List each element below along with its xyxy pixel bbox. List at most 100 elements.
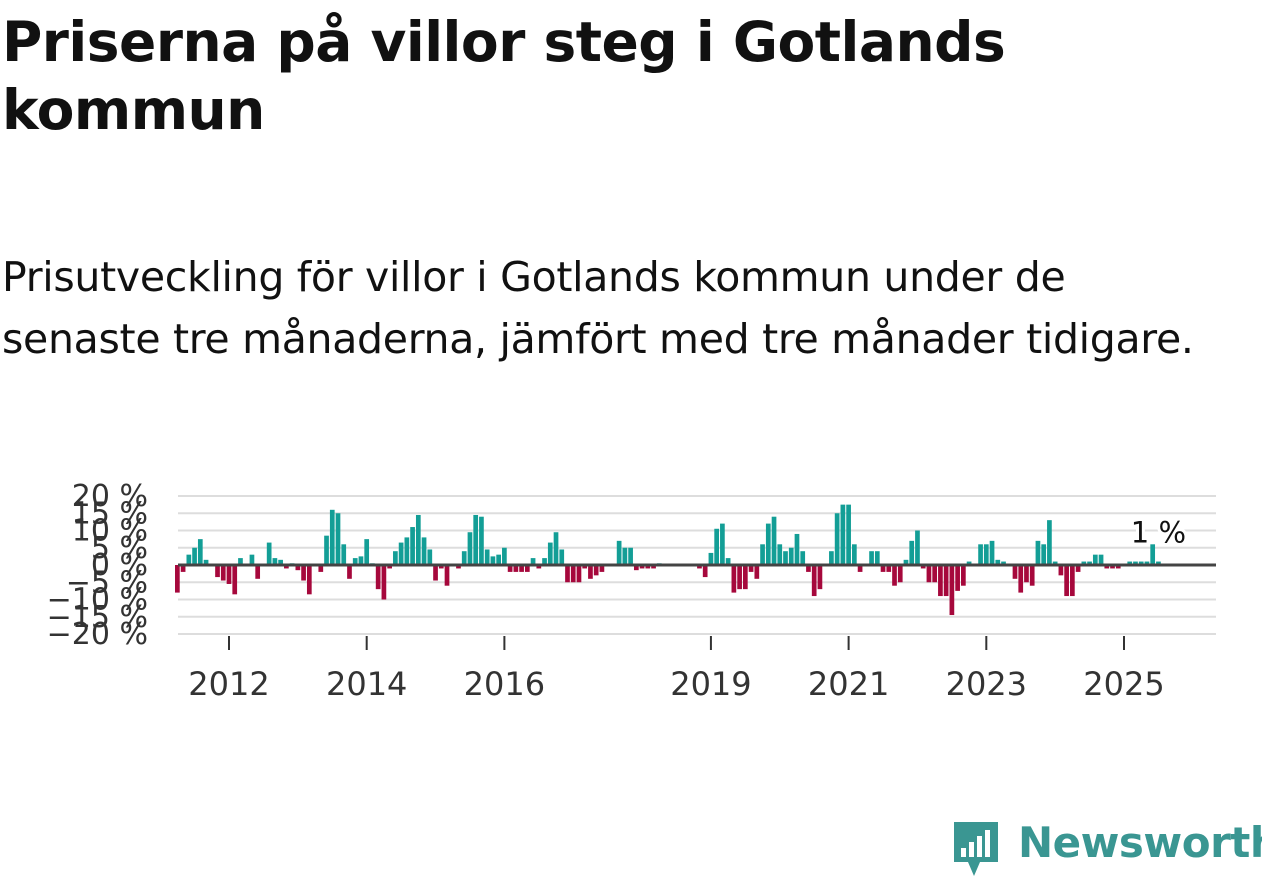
bar bbox=[811, 565, 817, 597]
bar bbox=[800, 551, 806, 565]
bar bbox=[966, 561, 972, 565]
bar bbox=[203, 559, 209, 565]
bar bbox=[616, 540, 622, 565]
bar bbox=[903, 559, 909, 565]
bar bbox=[1150, 544, 1156, 565]
x-tick-label: 2014 bbox=[326, 665, 407, 703]
bar bbox=[1047, 520, 1052, 565]
bar bbox=[565, 565, 570, 583]
bar bbox=[765, 523, 771, 565]
chart-subtitle: Prisutveckling för villor i Gotlands kom… bbox=[2, 253, 1194, 363]
bar bbox=[702, 565, 708, 578]
y-tick-label: 5 % bbox=[91, 531, 148, 566]
bar bbox=[1075, 565, 1081, 572]
bar bbox=[961, 565, 966, 586]
bar bbox=[278, 559, 283, 565]
bar bbox=[1133, 561, 1138, 565]
bar bbox=[335, 513, 341, 565]
bar bbox=[1156, 561, 1161, 565]
bar bbox=[484, 549, 490, 565]
bar bbox=[536, 565, 542, 569]
bar bbox=[1081, 561, 1087, 565]
bar bbox=[576, 565, 582, 583]
bar bbox=[507, 565, 513, 572]
bar bbox=[771, 516, 777, 565]
bar bbox=[496, 554, 501, 565]
bar bbox=[1127, 561, 1133, 565]
bar bbox=[398, 542, 404, 565]
bar bbox=[989, 540, 995, 565]
bar bbox=[180, 565, 186, 572]
bar bbox=[857, 565, 863, 572]
bar bbox=[415, 514, 421, 565]
y-tick-label: −15 % bbox=[47, 600, 148, 635]
bar bbox=[806, 565, 811, 572]
bar bbox=[341, 544, 347, 565]
newsworthy-icon bbox=[954, 822, 998, 876]
bar bbox=[519, 565, 524, 572]
bar bbox=[530, 558, 536, 565]
bar bbox=[731, 565, 737, 593]
bar bbox=[1012, 565, 1018, 579]
bar bbox=[995, 559, 1001, 565]
bar bbox=[547, 542, 553, 565]
bar bbox=[433, 565, 438, 581]
bar bbox=[1115, 565, 1121, 569]
bar bbox=[622, 547, 628, 565]
bar bbox=[467, 532, 473, 565]
bar bbox=[1138, 561, 1144, 565]
bar bbox=[748, 565, 754, 572]
bar bbox=[725, 558, 731, 565]
bar bbox=[301, 565, 306, 581]
bars bbox=[175, 504, 1161, 616]
bar bbox=[943, 565, 949, 597]
bar bbox=[1035, 540, 1041, 565]
bar bbox=[1058, 565, 1064, 576]
bar bbox=[983, 544, 989, 565]
bar bbox=[892, 565, 897, 586]
annotation: 1 %1 % bbox=[1128, 512, 1189, 552]
x-axis: 2012 2014 2016 2019 2021 2023 2025 bbox=[188, 636, 1165, 703]
bar bbox=[226, 565, 232, 584]
bar bbox=[742, 565, 748, 590]
bar bbox=[175, 565, 180, 593]
bar bbox=[714, 528, 720, 565]
bar bbox=[427, 549, 433, 565]
bar bbox=[932, 565, 938, 583]
bar bbox=[272, 558, 278, 565]
bar bbox=[192, 547, 197, 565]
bar bbox=[834, 513, 840, 565]
bar bbox=[513, 565, 519, 572]
bar bbox=[215, 565, 220, 578]
bar bbox=[232, 565, 238, 595]
bar bbox=[633, 565, 639, 571]
bar bbox=[375, 565, 381, 590]
bar bbox=[794, 533, 800, 565]
bar bbox=[284, 565, 289, 569]
bar bbox=[444, 565, 450, 586]
x-tick-label: 2021 bbox=[808, 665, 889, 703]
bar bbox=[393, 551, 398, 565]
bar bbox=[783, 551, 788, 565]
bar bbox=[387, 565, 392, 569]
bar bbox=[1104, 565, 1110, 569]
bar bbox=[840, 504, 846, 566]
bar bbox=[1098, 554, 1104, 565]
bar bbox=[1144, 561, 1150, 565]
bar bbox=[438, 565, 444, 569]
annotation-halo: 1 % bbox=[1131, 515, 1186, 549]
bar bbox=[364, 539, 370, 566]
bar bbox=[542, 558, 547, 565]
bar bbox=[628, 547, 633, 565]
bar bbox=[524, 565, 530, 572]
bar bbox=[295, 565, 301, 571]
bar bbox=[588, 565, 593, 579]
bar bbox=[788, 547, 794, 565]
bar bbox=[829, 551, 834, 565]
bar bbox=[869, 551, 874, 565]
bar bbox=[479, 516, 484, 565]
bar bbox=[410, 527, 415, 565]
bar bbox=[352, 558, 358, 565]
bar bbox=[926, 565, 932, 583]
bar bbox=[645, 565, 651, 569]
